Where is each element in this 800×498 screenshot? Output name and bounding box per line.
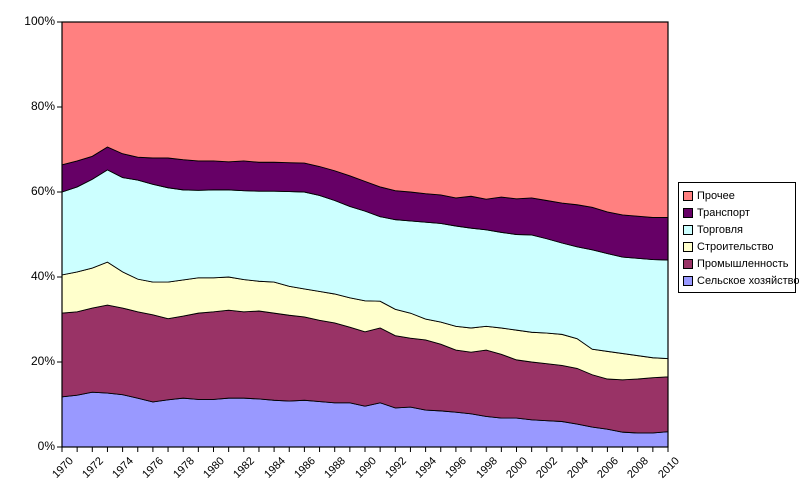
y-axis-tick-label: 100% (24, 14, 55, 28)
legend-swatch (683, 207, 693, 218)
y-axis-tick-label: 60% (30, 184, 55, 198)
stacked-area-plot (57, 21, 669, 452)
legend-item-other: Прочее (683, 187, 792, 204)
legend-item-label: Промышленность (697, 257, 789, 270)
legend-item-industry: Промышленность (683, 255, 792, 272)
legend-item-trade: Торговля (683, 221, 792, 238)
legend-item-label: Прочее (697, 189, 735, 202)
legend-item-label: Торговля (697, 223, 743, 236)
legend-item-construction: Строительство (683, 238, 792, 255)
y-axis-tick-label: 80% (30, 99, 55, 113)
legend-item-agriculture: Сельское хозяйство (683, 272, 799, 289)
legend-swatch (683, 241, 693, 252)
y-axis-tick-label: 0% (37, 439, 55, 453)
legend-swatch (683, 258, 693, 269)
legend-item-label: Транспорт (697, 206, 750, 219)
legend-swatch (683, 224, 693, 235)
y-axis-tick-label: 40% (30, 269, 55, 283)
legend-item-transport: Транспорт (683, 204, 792, 221)
legend-item-label: Сельское хозяйство (697, 274, 800, 287)
x-axis-tick-label: 1970 (49, 455, 76, 481)
y-axis-tick-label: 20% (30, 354, 55, 368)
legend-item-label: Строительство (697, 240, 774, 253)
legend: Прочее Транспорт Торговля Строительство Пром… (678, 182, 799, 293)
legend-swatch (683, 190, 693, 201)
legend-swatch (683, 275, 693, 286)
